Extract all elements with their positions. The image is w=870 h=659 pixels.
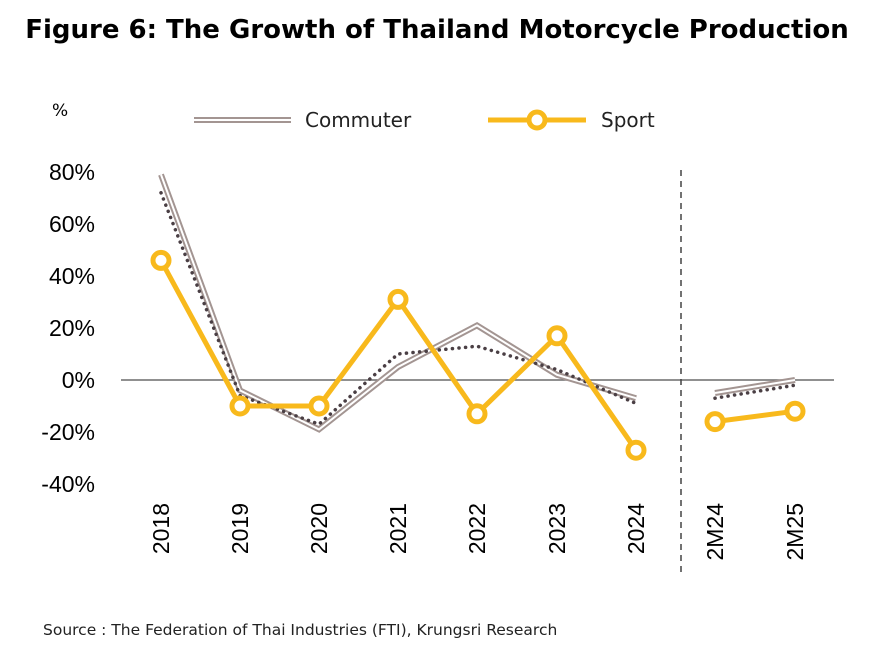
sport-point-2021 xyxy=(387,288,409,310)
x-tick-label: 2019 xyxy=(227,503,253,554)
y-tick-label: -20% xyxy=(41,419,95,445)
sport-series-line xyxy=(714,408,796,425)
sport-point-2M25 xyxy=(784,400,806,422)
legend-item-commuter: Commuter xyxy=(194,108,412,132)
y-axis-ticks: 80% 60% 40% 20% 0% -20% -40% xyxy=(41,159,95,497)
y-tick-label: 60% xyxy=(49,211,95,237)
x-tick-label: 2023 xyxy=(544,503,570,554)
x-axis-ticks: 2018 2019 2020 2021 2022 2023 2024 2M24 2M25 xyxy=(148,503,808,561)
y-tick-label: 40% xyxy=(49,263,95,289)
chart-title: Figure 6: The Growth of Thailand Motorcy… xyxy=(25,15,849,45)
x-tick-label: 2018 xyxy=(148,503,174,554)
x-tick-label: 2021 xyxy=(385,503,411,554)
series-layer xyxy=(150,173,806,461)
sport-point-2020 xyxy=(308,395,330,417)
x-tick-label: 2M25 xyxy=(782,503,808,561)
x-tick-label: 2020 xyxy=(306,503,332,554)
sport-point-2M24 xyxy=(704,411,726,433)
sport-point-2023 xyxy=(546,325,568,347)
trend-series-line xyxy=(713,383,797,400)
legend-commuter-label: Commuter xyxy=(305,108,412,132)
x-tick-label: 2022 xyxy=(464,503,490,554)
sport-series-line xyxy=(158,259,639,452)
commuter-series-line-inner xyxy=(160,174,637,431)
sport-point-2018 xyxy=(150,249,172,271)
legend-sport-label: Sport xyxy=(601,108,655,132)
sport-point-2019 xyxy=(229,395,251,417)
legend: Commuter Sport xyxy=(194,108,655,132)
sport-point-2024 xyxy=(625,439,647,461)
y-axis-unit-label: % xyxy=(52,101,68,121)
source-note: Source : The Federation of Thai Industri… xyxy=(43,621,557,639)
y-tick-label: 80% xyxy=(49,159,95,185)
y-tick-label: 0% xyxy=(62,367,95,393)
y-tick-label: 20% xyxy=(49,315,95,341)
x-tick-label: 2M24 xyxy=(702,503,728,561)
sport-point-2022 xyxy=(466,403,488,425)
commuter-series-line-inner xyxy=(714,379,796,394)
y-tick-label: -40% xyxy=(41,471,95,497)
legend-item-sport: Sport xyxy=(488,108,655,132)
legend-sport-marker xyxy=(526,109,548,131)
x-tick-label: 2024 xyxy=(623,503,649,554)
